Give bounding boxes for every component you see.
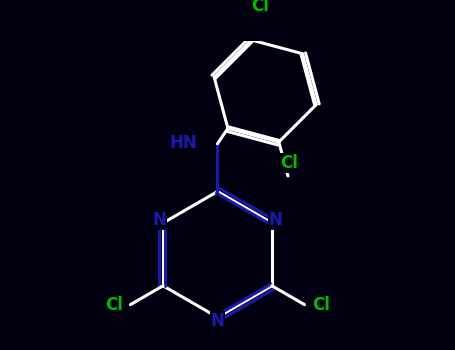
Text: Cl: Cl — [280, 154, 298, 172]
Text: N: N — [211, 312, 224, 330]
Text: N: N — [152, 211, 166, 230]
Text: N: N — [269, 211, 283, 230]
Text: HN: HN — [170, 134, 197, 152]
Text: Cl: Cl — [105, 296, 123, 314]
Text: Cl: Cl — [251, 0, 269, 15]
Text: Cl: Cl — [312, 296, 330, 314]
